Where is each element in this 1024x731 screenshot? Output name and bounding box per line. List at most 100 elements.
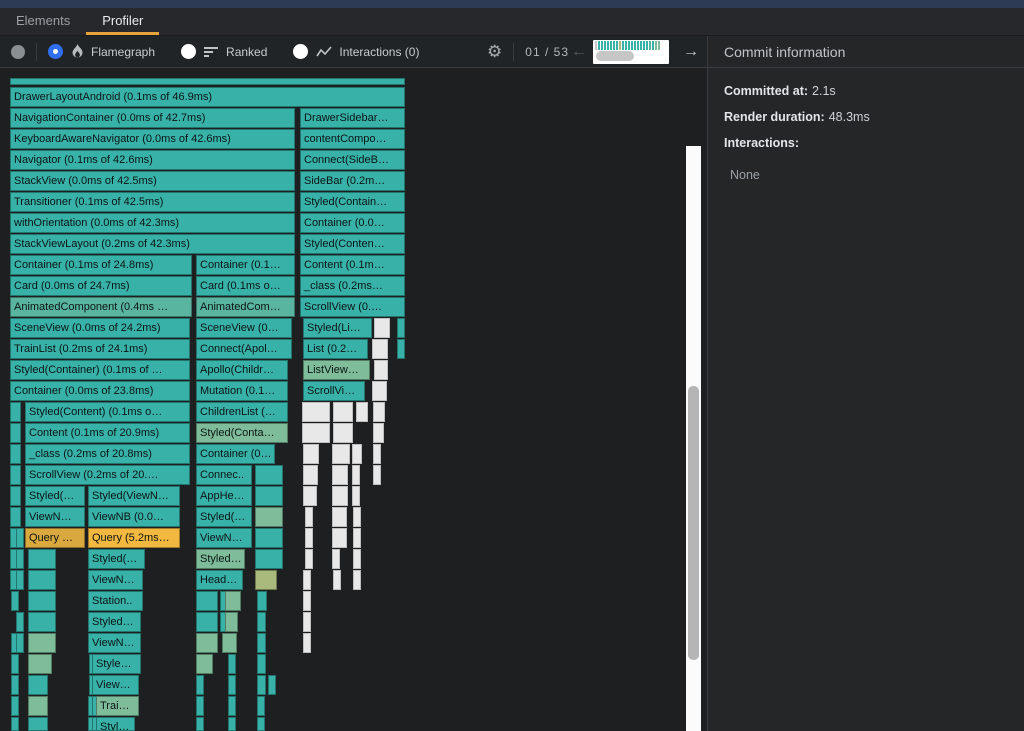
flame-bar[interactable]: View… bbox=[92, 675, 139, 695]
flame-bar[interactable] bbox=[373, 423, 384, 443]
commit-mini-bar[interactable] bbox=[607, 40, 609, 50]
flame-bar[interactable] bbox=[225, 591, 241, 611]
flame-bar[interactable] bbox=[257, 612, 266, 632]
flame-bar[interactable]: Head… bbox=[196, 570, 243, 590]
flame-bar[interactable] bbox=[196, 696, 204, 716]
flame-bar[interactable]: ViewN… bbox=[88, 633, 141, 653]
flame-bar[interactable] bbox=[332, 444, 350, 464]
flame-bar[interactable] bbox=[228, 696, 236, 716]
flame-bar[interactable] bbox=[10, 486, 21, 506]
flame-bar[interactable]: Styled(Content) (0.1ms o… bbox=[25, 402, 190, 422]
flame-bar[interactable] bbox=[268, 675, 276, 695]
flamegraph-radio[interactable] bbox=[48, 44, 63, 59]
flame-bar[interactable]: ScrollView (0.2ms of 20.… bbox=[25, 465, 190, 485]
flame-bar[interactable] bbox=[303, 633, 311, 653]
flame-bar[interactable] bbox=[372, 339, 388, 359]
flame-bar[interactable]: Styled… bbox=[88, 612, 141, 632]
flame-bar[interactable]: Content (0.1m… bbox=[300, 255, 405, 275]
flame-bar[interactable] bbox=[11, 591, 19, 611]
flame-bar[interactable] bbox=[255, 486, 283, 506]
flame-bar[interactable]: Styled(… bbox=[25, 486, 85, 506]
commit-mini-bar[interactable] bbox=[634, 40, 636, 50]
flame-bar[interactable] bbox=[255, 528, 283, 548]
flame-bar[interactable]: Connec.. bbox=[196, 465, 252, 485]
flame-bar[interactable] bbox=[28, 612, 56, 632]
flame-bar[interactable] bbox=[397, 318, 405, 338]
flame-bar[interactable]: Content (0.1ms of 20.9ms) bbox=[25, 423, 190, 443]
flame-bar[interactable]: Styled(Conten… bbox=[300, 234, 405, 254]
flame-bar[interactable] bbox=[373, 465, 381, 485]
flame-bar[interactable]: ViewN… bbox=[88, 570, 143, 590]
commit-mini-bar[interactable] bbox=[631, 40, 633, 50]
flame-bar[interactable] bbox=[257, 633, 266, 653]
flame-bar[interactable] bbox=[305, 507, 313, 527]
flame-bar[interactable]: Query … bbox=[25, 528, 85, 548]
flame-bar[interactable] bbox=[10, 402, 21, 422]
flame-bar[interactable]: KeyboardAwareNavigator (0.0ms of 42.6ms) bbox=[10, 129, 295, 149]
flame-bar[interactable]: Styled(… bbox=[88, 549, 145, 569]
flame-bar[interactable] bbox=[28, 591, 56, 611]
flame-bar[interactable] bbox=[196, 654, 213, 674]
flame-bar[interactable] bbox=[374, 360, 388, 380]
flame-bar[interactable]: SceneView (0… bbox=[196, 318, 292, 338]
previous-commit-arrow-icon[interactable]: ← bbox=[571, 42, 587, 60]
flame-bar[interactable] bbox=[16, 549, 24, 569]
flamegraph-scrollbar[interactable] bbox=[686, 146, 701, 731]
flame-bar[interactable] bbox=[28, 654, 52, 674]
flamegraph-radio-label[interactable]: Flamegraph bbox=[91, 44, 156, 59]
flame-bar[interactable]: Container (0… bbox=[196, 444, 275, 464]
flame-bar[interactable]: Styled(Li… bbox=[303, 318, 372, 338]
flame-bar[interactable] bbox=[11, 717, 19, 731]
commit-mini-bar[interactable] bbox=[637, 40, 639, 50]
flame-bar[interactable] bbox=[255, 465, 283, 485]
flame-bar[interactable]: DrawerSidebar… bbox=[300, 108, 405, 128]
flame-bar[interactable]: _class (0.2ms… bbox=[300, 276, 405, 296]
flame-bar[interactable] bbox=[305, 528, 313, 548]
flame-bar[interactable]: Styled(Contain… bbox=[300, 192, 405, 212]
flame-bar[interactable] bbox=[196, 591, 218, 611]
flame-bar[interactable] bbox=[302, 402, 330, 422]
flame-bar[interactable] bbox=[352, 465, 360, 485]
flame-bar[interactable]: Connect(SideB… bbox=[300, 150, 405, 170]
flame-bar[interactable]: ScrollVi… bbox=[303, 381, 365, 401]
flame-bar[interactable] bbox=[332, 549, 340, 569]
flame-bar[interactable] bbox=[16, 528, 24, 548]
flame-bar[interactable]: ViewNB (0.0… bbox=[88, 507, 180, 527]
flame-bar[interactable] bbox=[222, 633, 237, 653]
commit-mini-bar[interactable] bbox=[646, 40, 648, 50]
flame-bar[interactable] bbox=[257, 654, 266, 674]
flame-bar[interactable]: SceneView (0.0ms of 24.2ms) bbox=[10, 318, 190, 338]
flame-bar[interactable]: Trai… bbox=[96, 696, 139, 716]
flame-bar[interactable] bbox=[333, 423, 353, 443]
flame-bar[interactable] bbox=[28, 549, 56, 569]
flame-bar[interactable] bbox=[28, 570, 56, 590]
commit-mini-bar[interactable] bbox=[658, 40, 660, 50]
flame-bar[interactable]: Station.. bbox=[88, 591, 143, 611]
next-commit-arrow-icon[interactable]: → bbox=[683, 42, 699, 60]
flame-bar[interactable] bbox=[303, 465, 318, 485]
settings-gear-icon[interactable]: ⚙ bbox=[487, 41, 503, 61]
flame-bar[interactable]: Styled(Container) (0.1ms of … bbox=[10, 360, 190, 380]
flame-bar[interactable]: AnimatedComponent (0.4ms … bbox=[10, 297, 192, 317]
flame-bar[interactable] bbox=[257, 717, 265, 731]
commit-mini-bar[interactable] bbox=[595, 40, 597, 50]
commit-mini-bar[interactable] bbox=[640, 40, 642, 50]
flame-bar[interactable]: Style… bbox=[92, 654, 141, 674]
flame-bar[interactable]: Apollo(Childr… bbox=[196, 360, 288, 380]
flame-bar[interactable] bbox=[302, 423, 330, 443]
flame-bar[interactable] bbox=[332, 507, 347, 527]
flame-bar[interactable]: TrainList (0.2ms of 24.1ms) bbox=[10, 339, 190, 359]
tab-elements[interactable]: Elements bbox=[0, 8, 86, 35]
flame-bar[interactable] bbox=[257, 591, 267, 611]
flame-bar[interactable]: Styled(Conta… bbox=[196, 423, 288, 443]
commit-mini-bar[interactable] bbox=[598, 40, 600, 50]
flame-bar[interactable] bbox=[257, 675, 266, 695]
flame-bar[interactable]: StackView (0.0ms of 42.5ms) bbox=[10, 171, 295, 191]
commit-mini-bar[interactable] bbox=[655, 40, 657, 50]
flame-bar[interactable] bbox=[373, 402, 385, 422]
flame-bar[interactable]: NavigationContainer (0.0ms of 42.7ms) bbox=[10, 108, 295, 128]
flame-bar[interactable] bbox=[196, 717, 204, 731]
commit-mini-bar[interactable] bbox=[604, 40, 606, 50]
flame-bar[interactable] bbox=[11, 675, 19, 695]
commit-mini-bar[interactable] bbox=[601, 40, 603, 50]
